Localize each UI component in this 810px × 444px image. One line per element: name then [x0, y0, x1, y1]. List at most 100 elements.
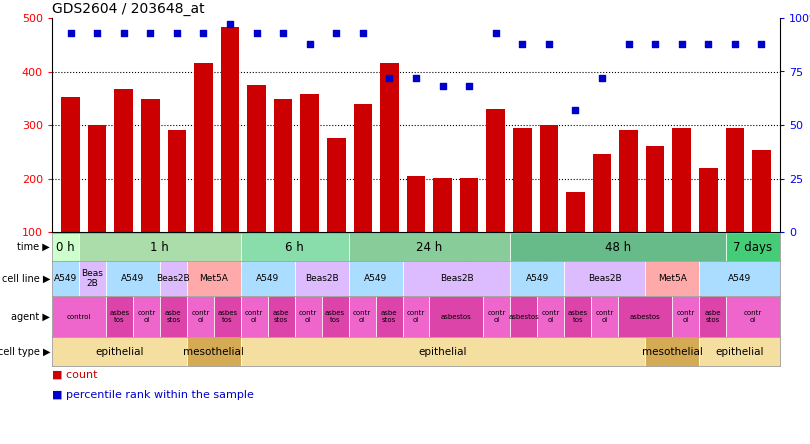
Point	[595, 74, 608, 81]
Point	[303, 40, 316, 47]
Bar	[539, 125, 558, 232]
Bar	[327, 139, 346, 232]
Bar	[672, 128, 691, 232]
Text: contr
ol: contr ol	[488, 310, 506, 323]
Text: contr
ol: contr ol	[595, 310, 614, 323]
Text: Beas2B: Beas2B	[440, 274, 473, 283]
Bar	[114, 89, 133, 232]
Bar	[487, 110, 505, 232]
Point	[649, 40, 662, 47]
Text: control: control	[66, 313, 92, 320]
Text: agent ▶: agent ▶	[11, 312, 50, 321]
Text: ■ count: ■ count	[52, 370, 97, 380]
Point	[383, 74, 396, 81]
Text: 48 h: 48 h	[605, 241, 631, 254]
Bar	[194, 63, 213, 232]
Text: mesothelial: mesothelial	[642, 346, 702, 357]
Text: Met5A: Met5A	[658, 274, 687, 283]
Text: Beas2B: Beas2B	[156, 274, 190, 283]
Point	[224, 21, 237, 28]
Point	[543, 40, 556, 47]
Bar	[593, 155, 612, 232]
Text: A549: A549	[256, 274, 279, 283]
Bar	[353, 103, 372, 232]
Point	[410, 74, 423, 81]
Text: asbes
tos: asbes tos	[109, 310, 130, 323]
Bar	[168, 131, 186, 232]
Text: cell type ▶: cell type ▶	[0, 346, 50, 357]
Point	[117, 29, 130, 36]
Point	[197, 29, 210, 36]
Point	[489, 29, 502, 36]
Point	[676, 40, 688, 47]
Point	[277, 29, 290, 36]
Point	[330, 29, 343, 36]
Point	[701, 40, 714, 47]
Text: contr
ol: contr ol	[353, 310, 371, 323]
Point	[436, 83, 449, 90]
Text: asbe
stos: asbe stos	[705, 310, 721, 323]
Text: asbe
stos: asbe stos	[165, 310, 181, 323]
Text: epithelial: epithelial	[95, 346, 143, 357]
Point	[356, 29, 369, 36]
Bar	[380, 63, 399, 232]
Point	[569, 107, 582, 114]
Bar	[433, 178, 452, 232]
Point	[144, 29, 157, 36]
Text: Beas2B: Beas2B	[588, 274, 621, 283]
Text: asbe
stos: asbe stos	[381, 310, 397, 323]
Text: A549: A549	[364, 274, 387, 283]
Point	[463, 83, 475, 90]
Text: asbes
tos: asbes tos	[568, 310, 588, 323]
Text: 1 h: 1 h	[151, 241, 169, 254]
Text: mesothelial: mesothelial	[183, 346, 245, 357]
Text: contr
ol: contr ol	[245, 310, 263, 323]
Text: 6 h: 6 h	[285, 241, 304, 254]
Text: A549: A549	[728, 274, 751, 283]
Text: contr
ol: contr ol	[299, 310, 318, 323]
Bar	[752, 150, 770, 232]
Text: contr
ol: contr ol	[137, 310, 156, 323]
Text: epithelial: epithelial	[419, 346, 467, 357]
Bar	[274, 99, 292, 232]
Bar	[247, 85, 266, 232]
Bar	[62, 97, 80, 232]
Text: A549: A549	[526, 274, 549, 283]
Bar	[301, 94, 319, 232]
Bar	[726, 128, 744, 232]
Text: asbe
stos: asbe stos	[273, 310, 289, 323]
Text: contr
ol: contr ol	[676, 310, 695, 323]
Text: asbestos: asbestos	[441, 313, 471, 320]
Bar	[141, 99, 160, 232]
Text: Beas
2B: Beas 2B	[82, 269, 104, 288]
Text: GDS2604 / 203648_at: GDS2604 / 203648_at	[52, 2, 205, 16]
Bar	[407, 176, 425, 232]
Text: contr
ol: contr ol	[542, 310, 560, 323]
Text: 0 h: 0 h	[56, 241, 75, 254]
Text: contr
ol: contr ol	[407, 310, 425, 323]
Bar	[646, 147, 664, 232]
Text: Met5A: Met5A	[199, 274, 228, 283]
Text: 24 h: 24 h	[416, 241, 442, 254]
Point	[64, 29, 77, 36]
Text: asbestos: asbestos	[630, 313, 661, 320]
Text: contr
ol: contr ol	[744, 310, 762, 323]
Text: A549: A549	[122, 274, 144, 283]
Bar	[699, 168, 718, 232]
Point	[91, 29, 104, 36]
Text: epithelial: epithelial	[715, 346, 764, 357]
Point	[755, 40, 768, 47]
Text: asbes
tos: asbes tos	[325, 310, 345, 323]
Text: asbestos: asbestos	[509, 313, 539, 320]
Text: A549: A549	[53, 274, 77, 283]
Bar	[87, 125, 106, 232]
Text: asbes
tos: asbes tos	[217, 310, 237, 323]
Text: cell line ▶: cell line ▶	[2, 274, 50, 284]
Text: contr
ol: contr ol	[191, 310, 210, 323]
Bar	[513, 128, 531, 232]
Bar	[460, 178, 479, 232]
Bar	[566, 192, 585, 232]
Point	[250, 29, 263, 36]
Text: 7 days: 7 days	[734, 241, 773, 254]
Text: Beas2B: Beas2B	[305, 274, 339, 283]
